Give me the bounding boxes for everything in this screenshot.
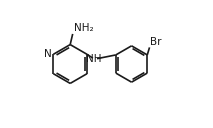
Text: N: N: [44, 49, 52, 59]
Text: NH: NH: [86, 54, 102, 64]
Text: Br: Br: [150, 37, 162, 47]
Text: NH₂: NH₂: [74, 23, 93, 33]
